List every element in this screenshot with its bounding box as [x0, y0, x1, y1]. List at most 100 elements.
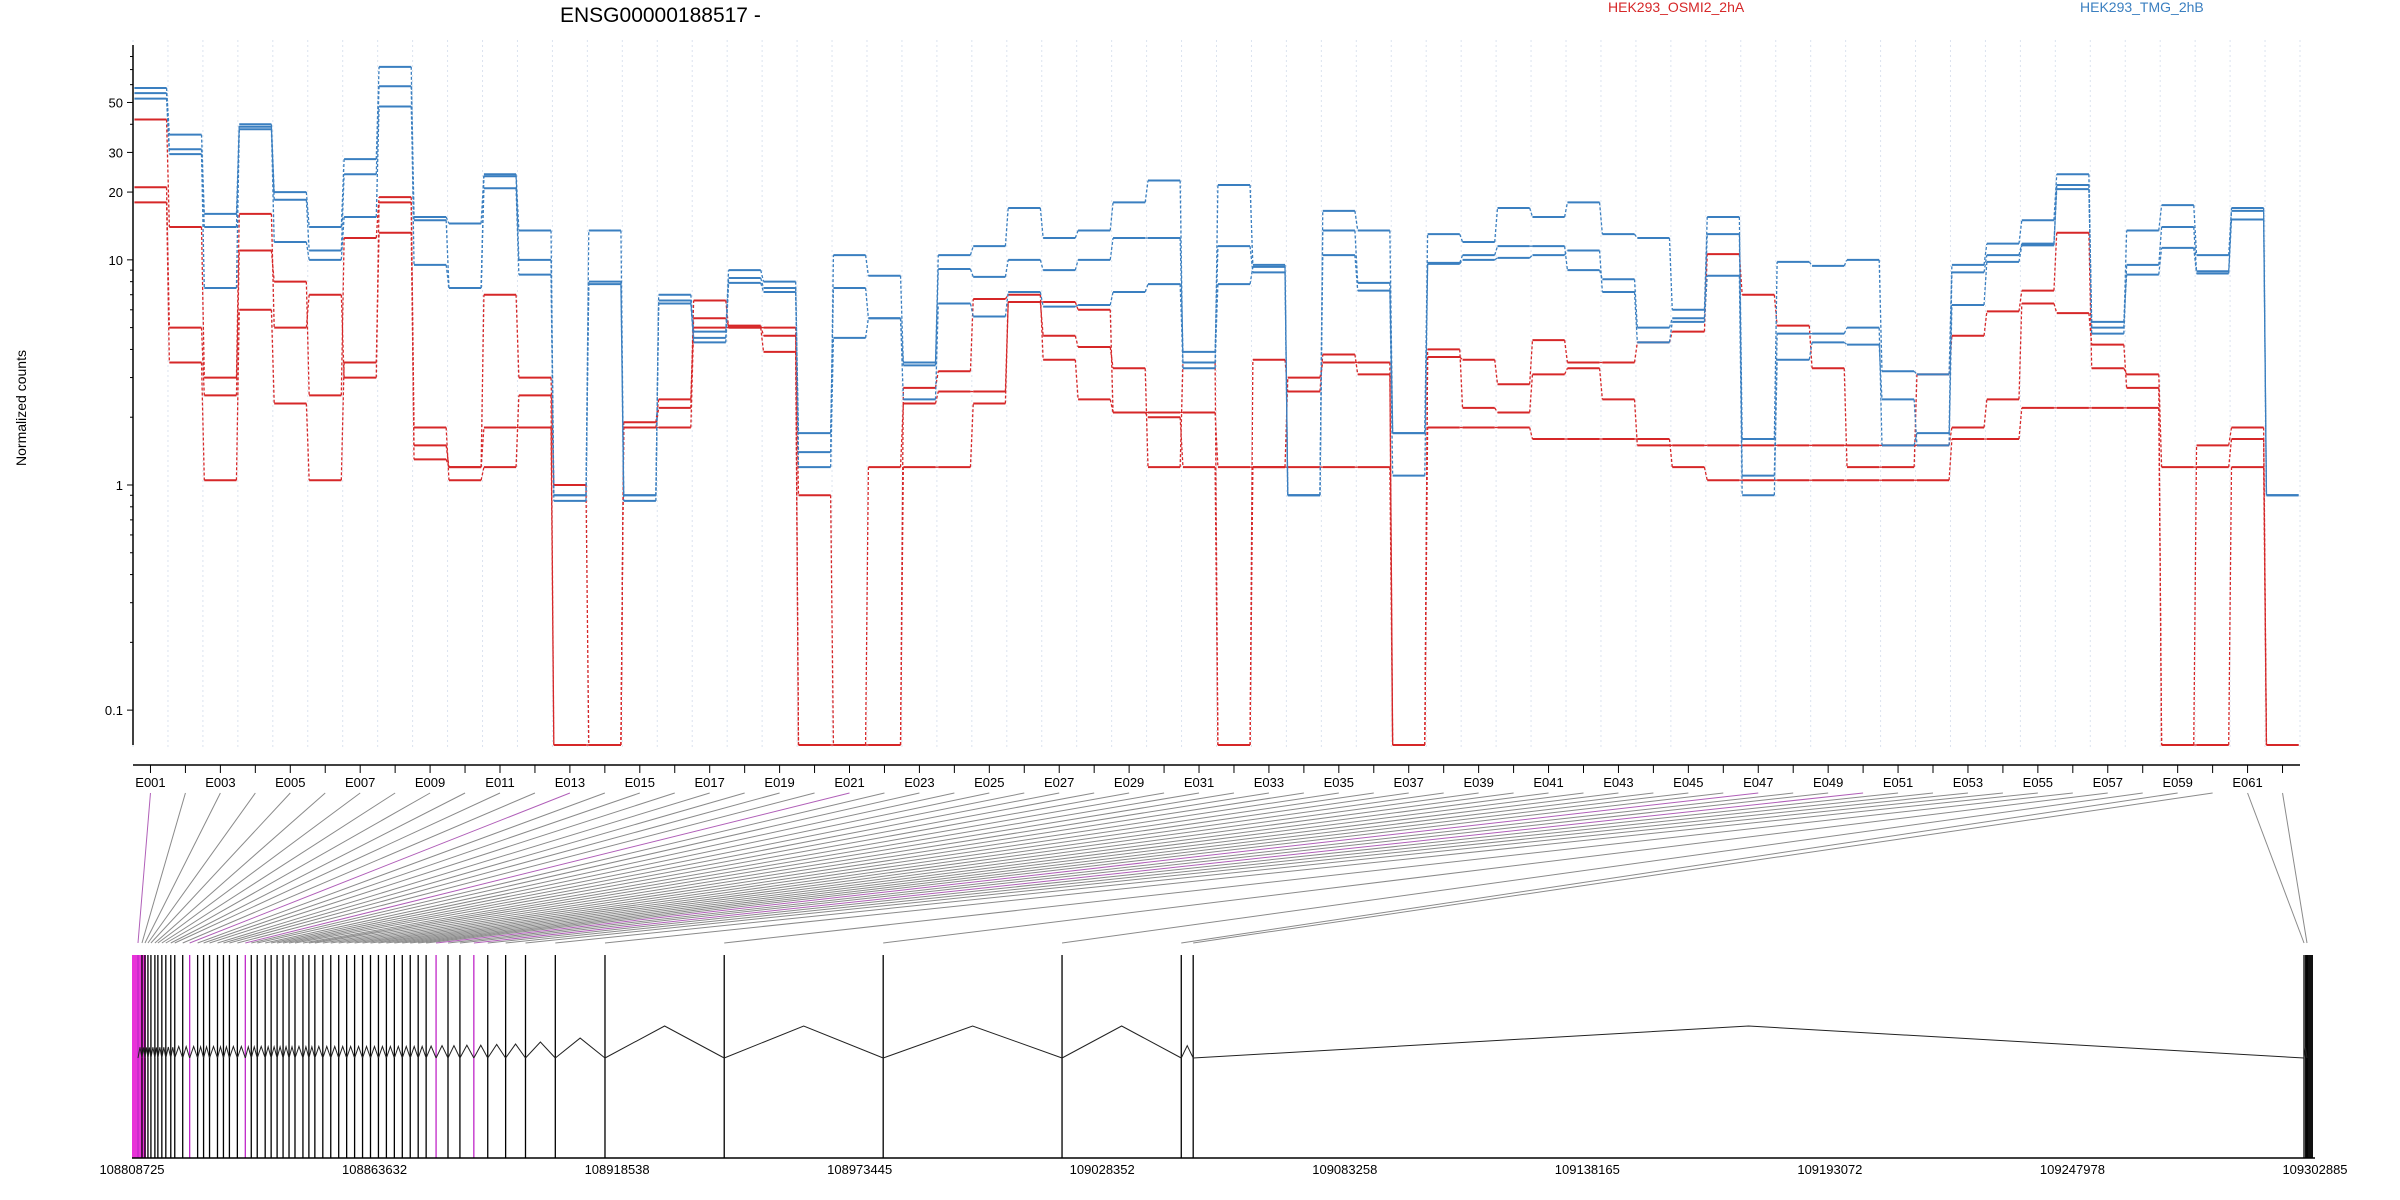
- series-connector: [864, 287, 870, 319]
- x-tick-label: E015: [625, 775, 655, 790]
- x-tick-label: E033: [1254, 775, 1284, 790]
- exon-connector: [1181, 792, 2178, 944]
- series-connector: [899, 403, 904, 468]
- series-connector: [235, 129, 240, 288]
- series-connector: [2228, 219, 2233, 274]
- series-connector: [2018, 407, 2023, 440]
- last-exon: [2305, 955, 2313, 1158]
- intron-arc: [525, 1041, 556, 1059]
- x-tick-label: E003: [205, 775, 235, 790]
- exon-connector: [229, 792, 780, 944]
- exon-connector: [386, 792, 1549, 944]
- intron-arc: [1061, 1025, 1182, 1059]
- series-connector: [1878, 259, 1883, 372]
- intron-arc: [256, 1044, 266, 1059]
- intron-arc: [314, 1044, 324, 1059]
- intron-arc: [157, 1047, 163, 1059]
- intron-arc: [473, 1044, 489, 1059]
- series-connector: [1459, 254, 1464, 264]
- x-tick-label: E061: [2232, 775, 2262, 790]
- series-connector: [934, 303, 939, 400]
- series-connector: [2193, 205, 2198, 256]
- x-tick-label: E025: [974, 775, 1004, 790]
- intron-arc: [182, 1044, 191, 1059]
- series-connector: [270, 129, 275, 243]
- x-tick-label: E005: [275, 775, 305, 790]
- series-connector: [1843, 368, 1848, 468]
- exon-connector: [338, 792, 1339, 944]
- series-connector: [969, 245, 974, 256]
- exon-connector: [245, 792, 850, 944]
- exon-connector: [265, 792, 955, 944]
- exon-connector: [147, 792, 256, 944]
- series-connector: [1354, 255, 1359, 291]
- genomic-tick-label: 108918538: [585, 1162, 650, 1177]
- intron-arc: [161, 1047, 167, 1059]
- exon-connector: [1061, 792, 2143, 944]
- exon-connector: [555, 792, 2003, 944]
- series-connector: [1354, 230, 1359, 283]
- exon-connector: [362, 792, 1444, 944]
- series-connector: [1109, 237, 1114, 260]
- series-connector: [1913, 370, 1918, 375]
- series-connector: [1494, 245, 1499, 256]
- x-tick-label: E055: [2023, 775, 2053, 790]
- intron-arc: [401, 1044, 411, 1059]
- series-connector: [1633, 233, 1638, 239]
- series-connector: [1389, 467, 1394, 746]
- series-connector: [1109, 309, 1114, 413]
- series-connector: [1703, 275, 1708, 322]
- series-connector: [270, 250, 275, 282]
- y-tick-label: 50: [109, 95, 123, 110]
- series-connector: [760, 282, 765, 293]
- genomic-tick-label: 109193072: [1797, 1162, 1862, 1177]
- series-connector: [1564, 367, 1569, 375]
- legend-entry-tmg: HEK293_TMG_2hB: [2080, 0, 2204, 15]
- series-connector: [1214, 467, 1219, 746]
- exon-connector: [294, 792, 1130, 944]
- series-connector: [1948, 305, 1953, 446]
- series-connector: [2018, 245, 2023, 262]
- intron-arc: [270, 1044, 278, 1059]
- series-connector: [480, 427, 485, 468]
- intron-arc: [338, 1044, 348, 1059]
- intron-arc: [554, 1037, 606, 1059]
- series-connector: [760, 269, 765, 282]
- intron-arc: [244, 1044, 252, 1059]
- series-connector: [2018, 290, 2023, 312]
- series-connector: [1948, 427, 1953, 446]
- series-connector: [1459, 356, 1464, 361]
- x-tick-label: E029: [1114, 775, 1144, 790]
- series-connector: [829, 337, 835, 468]
- series-connector: [1004, 294, 1009, 300]
- series-connector: [445, 216, 450, 224]
- series-connector: [1529, 374, 1534, 413]
- series-connector: [2123, 344, 2128, 388]
- genomic-tick-label: 109247978: [2040, 1162, 2105, 1177]
- intron-arc: [144, 1047, 149, 1059]
- series-connector: [1773, 261, 1778, 440]
- exon-connector: [288, 792, 1095, 944]
- series-connector: [2053, 189, 2058, 246]
- exon-connector: [277, 792, 1025, 944]
- series-connector: [340, 294, 345, 378]
- series-connector: [969, 268, 974, 278]
- series-connector: [1074, 301, 1079, 311]
- exon-connector: [271, 792, 990, 944]
- exon-connector: [2247, 792, 2305, 944]
- series-connector: [620, 281, 625, 496]
- series-connector: [2158, 226, 2163, 265]
- series-connector: [1773, 294, 1778, 326]
- series-connector: [1424, 427, 1429, 746]
- series-connector: [1389, 290, 1394, 476]
- series-connector: [1738, 234, 1743, 476]
- series-connector: [480, 294, 485, 468]
- gene-model: [132, 955, 2313, 1158]
- series-connector: [1144, 412, 1149, 418]
- genomic-tick-label: 108863632: [342, 1162, 407, 1177]
- x-tick-label: E027: [1044, 775, 1074, 790]
- intron-arc: [459, 1044, 475, 1059]
- series-connector: [899, 467, 904, 746]
- exon-connector: [883, 792, 2108, 944]
- intron-arc: [330, 1044, 340, 1059]
